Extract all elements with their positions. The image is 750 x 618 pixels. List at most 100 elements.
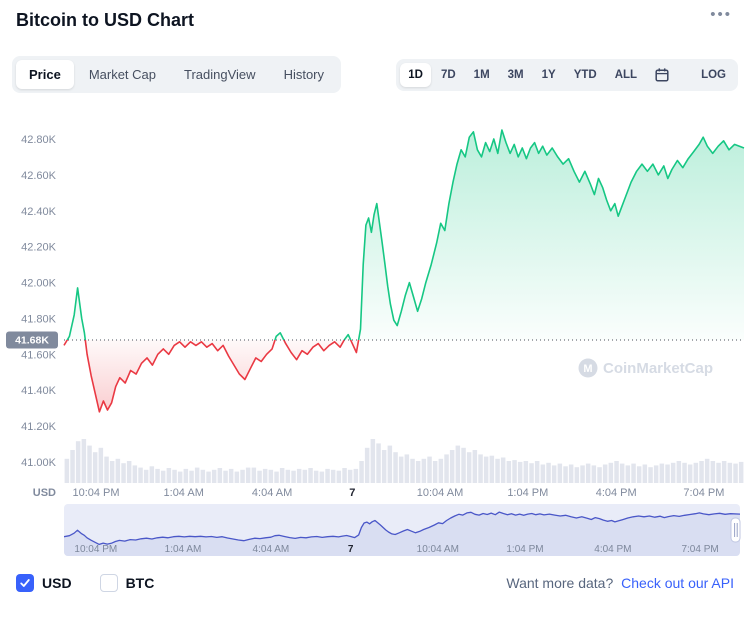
volume-bar <box>591 465 597 483</box>
volume-bar <box>211 469 217 483</box>
volume-bar <box>64 458 70 483</box>
volume-bar <box>279 468 285 483</box>
watermark: M CoinMarketCap <box>578 358 713 378</box>
volume-bar <box>393 452 398 483</box>
calendar-icon-glyph <box>655 67 669 82</box>
volume-bar <box>336 470 342 483</box>
volume-bar <box>512 460 517 483</box>
volume-bar <box>364 447 370 483</box>
volume-bar <box>143 469 149 483</box>
range-1y[interactable]: 1Y <box>534 63 564 87</box>
volume-bar <box>506 461 512 483</box>
volume-bar <box>98 447 104 483</box>
volume-bar <box>614 461 619 483</box>
volume-bar <box>285 469 291 483</box>
volume-bar <box>472 450 478 483</box>
price-chart[interactable]: M CoinMarketCap 41.68K 42.80K 42.60K 42.40K 42… <box>0 96 750 500</box>
navigator-handle-grip <box>730 517 741 543</box>
volume-bar <box>404 454 410 483</box>
volume-bar <box>206 471 211 483</box>
volume-bar <box>177 471 183 483</box>
coinmarketcap-logo-icon <box>578 358 598 378</box>
page-title: Bitcoin to USD Chart <box>16 10 194 30</box>
volume-bar <box>608 462 614 483</box>
chart-type-tabs: Price Market Cap TradingView History <box>12 56 342 93</box>
volume-bar <box>257 470 262 483</box>
volume-bar <box>370 439 376 483</box>
y-axis-label: 42.80K <box>21 134 57 146</box>
btc-checkbox[interactable]: BTC <box>99 574 154 592</box>
range-1m[interactable]: 1M <box>466 63 498 87</box>
volume-bar <box>619 463 625 483</box>
volume-bar <box>410 458 415 483</box>
volume-bar <box>245 467 251 483</box>
y-axis-label: 42.20K <box>21 242 57 254</box>
volume-bar <box>251 467 257 483</box>
volume-bar <box>330 469 336 483</box>
tab-tradingview[interactable]: TradingView <box>171 60 269 89</box>
volume-bar <box>183 468 189 483</box>
volume-bar <box>75 441 81 483</box>
volume-bar <box>223 470 228 483</box>
range-1d[interactable]: 1D <box>400 62 431 87</box>
y-axis-label: 42.00K <box>21 278 57 290</box>
y-axis-label: 41.00K <box>21 457 57 469</box>
volume-bar <box>325 468 330 483</box>
volume-bar <box>438 458 444 483</box>
tab-market-cap[interactable]: Market Cap <box>76 60 169 89</box>
volume-bar <box>687 464 693 483</box>
volume-bar <box>563 466 568 483</box>
volume-bar <box>580 465 585 483</box>
x-axis-label: 7 <box>349 487 355 499</box>
volume-bar <box>693 462 699 483</box>
usd-checkbox[interactable]: USD <box>16 574 72 592</box>
range-ytd[interactable]: YTD <box>566 63 605 87</box>
volume-bar <box>682 462 687 483</box>
range-navigator[interactable]: 10:04 PM 1:04 AM 4:04 AM 7 10:04 AM 1:04 PM 4:… <box>0 502 750 560</box>
area-above-reference <box>67 130 744 340</box>
volume-bar <box>727 462 733 483</box>
volume-bar <box>138 467 143 483</box>
x-axis-label: 4:04 AM <box>252 487 292 499</box>
api-prompt-text: Want more data? <box>506 575 614 591</box>
api-link[interactable]: Check out our API <box>621 575 734 591</box>
tab-history[interactable]: History <box>271 60 337 89</box>
navigator-x-label: 7:04 PM <box>681 544 718 555</box>
y-axis-unit: USD <box>33 487 56 499</box>
y-axis-label: 42.40K <box>21 206 57 218</box>
volume-bar <box>70 450 75 483</box>
calendar-icon[interactable] <box>647 63 677 87</box>
volume-bar <box>217 468 223 483</box>
volume-bar <box>155 468 160 483</box>
volume-bar <box>676 461 682 483</box>
volume-bar <box>551 465 557 483</box>
volume-bar <box>109 461 115 483</box>
navigator-right-handle[interactable] <box>730 517 741 543</box>
x-axis-label: 10:04 AM <box>417 487 463 499</box>
price-line-up <box>66 129 745 340</box>
volume-bar <box>495 458 500 483</box>
volume-bar <box>625 465 631 483</box>
volume-bar <box>483 456 489 483</box>
volume-bar <box>699 461 704 483</box>
more-options-icon[interactable]: ••• <box>710 6 732 23</box>
x-axis-label: 4:04 PM <box>596 487 637 499</box>
usd-checkbox-box[interactable] <box>16 574 34 592</box>
range-all[interactable]: ALL <box>607 63 645 87</box>
volume-bar <box>347 469 353 483</box>
volume-bar <box>189 470 194 483</box>
navigator-x-label: 1:04 AM <box>165 544 202 555</box>
btc-checkbox-box[interactable] <box>99 574 118 592</box>
range-7d[interactable]: 7D <box>433 63 464 87</box>
volume-bar <box>444 454 449 483</box>
tab-price[interactable]: Price <box>16 60 74 89</box>
log-scale-button[interactable]: LOG <box>693 63 734 87</box>
volume-bar <box>466 452 472 483</box>
volume-bar <box>172 469 177 483</box>
range-3m[interactable]: 3M <box>500 63 532 87</box>
volume-bar <box>296 468 302 483</box>
volume-bar <box>92 452 98 483</box>
volume-bar <box>653 465 659 483</box>
volume-bar <box>415 461 421 483</box>
volume-bar <box>489 455 495 483</box>
